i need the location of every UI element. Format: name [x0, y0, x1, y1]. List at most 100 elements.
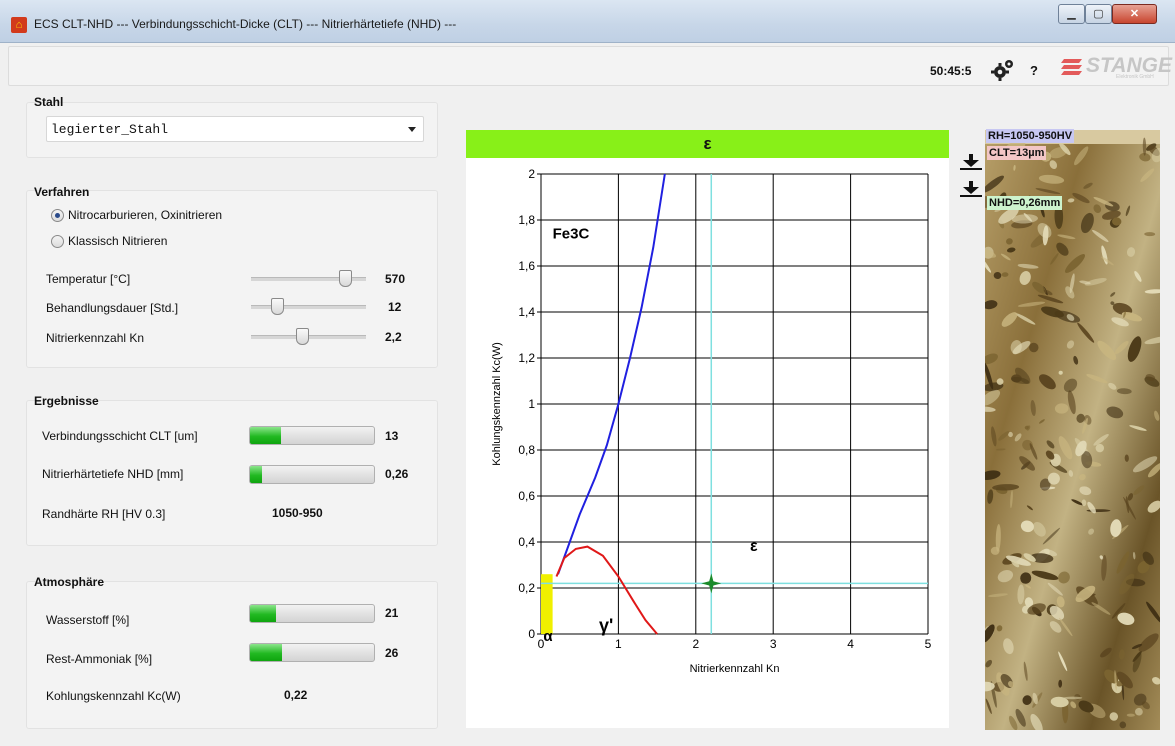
micrograph-grain: [1075, 440, 1087, 457]
slider-thumb[interactable]: [271, 298, 285, 315]
micrograph-grain: [985, 382, 1004, 392]
micrograph-grain: [1072, 192, 1090, 204]
micrograph-grain: [1038, 374, 1056, 390]
micrograph-grain: [985, 175, 1004, 193]
micrograph-grain: [1013, 164, 1016, 171]
region-label-gamma-prime: γ': [599, 616, 613, 636]
micrograph-grain: [995, 448, 1006, 451]
nitrierkennzahl-slider[interactable]: [251, 326, 366, 346]
micrograph-grain: [1050, 253, 1059, 265]
micrograph-grain: [1101, 256, 1114, 266]
radio-nitrocarburieren[interactable]: [51, 209, 64, 222]
micrograph-grain: [1140, 168, 1155, 182]
micrograph-grain: [996, 672, 1010, 696]
nitrierkennzahl-label: Nitrierkennzahl Kn: [46, 331, 145, 345]
slider-thumb[interactable]: [338, 270, 352, 287]
progress-fill: [250, 605, 277, 622]
micrograph-grain: [1043, 549, 1058, 557]
micrograph-grain: [1049, 605, 1065, 620]
x-tick-label: 3: [770, 637, 777, 651]
wasserstoff-value: 21: [385, 606, 399, 620]
y-axis-label: Kohlungskennzahl Kc(W): [491, 342, 503, 466]
micrograph-grain: [1058, 436, 1073, 460]
x-tick-label: 0: [538, 637, 545, 651]
micrograph-grain: [1082, 417, 1088, 434]
y-tick-label: 0,8: [518, 443, 535, 457]
micrograph-grain: [1011, 559, 1020, 568]
ammoniak-progress: [249, 643, 375, 662]
micrograph-grain: [1116, 388, 1132, 395]
minimize-button[interactable]: ▁: [1058, 4, 1085, 24]
kc-label: Kohlungskennzahl Kc(W): [46, 689, 181, 703]
progress-fill: [250, 644, 283, 661]
kc-value: 0,22: [284, 688, 308, 702]
micrograph-grain: [1058, 679, 1063, 688]
micrograph-grain: [1127, 493, 1134, 501]
y-tick-label: 1,2: [518, 351, 535, 365]
radio-klassisch-nitrieren[interactable]: [51, 235, 64, 248]
stahl-select[interactable]: legierter_Stahl: [46, 116, 424, 142]
micrograph-grain: [1047, 582, 1063, 596]
micrograph-grain: [1047, 472, 1060, 485]
arrow-down-icon: [960, 154, 982, 170]
maximize-button[interactable]: ▢: [1085, 4, 1112, 24]
micrograph-grain: [1011, 376, 1030, 385]
micrograph-grain: [1065, 286, 1075, 299]
micrograph-grain: [1088, 528, 1095, 535]
micrograph-grain: [987, 489, 994, 504]
micrograph-grain: [1131, 644, 1143, 649]
micrograph-grain: [1058, 571, 1070, 584]
micrograph-grain: [1079, 474, 1086, 481]
help-button[interactable]: ?: [1030, 63, 1038, 78]
micrograph-grain: [1108, 382, 1117, 390]
x-axis-label: Nitrierkennzahl Kn: [690, 663, 780, 675]
micrograph-grain: [1144, 232, 1156, 237]
micrograph-grain: [1056, 596, 1065, 608]
ergebnisse-title: Ergebnisse: [34, 394, 99, 408]
slider-thumb[interactable]: [295, 328, 309, 345]
temperatur-value: 570: [385, 272, 406, 286]
micrograph-grain: [1029, 443, 1038, 460]
micrograph-grain: [1078, 700, 1094, 713]
verfahren-group: [26, 190, 438, 368]
micrograph-grain: [1125, 205, 1131, 217]
micrograph-grain: [985, 681, 995, 692]
micrograph-grain: [1037, 294, 1064, 304]
micrograph-grain: [996, 378, 1004, 385]
micrograph-grain: [1015, 313, 1036, 325]
micrograph-grain: [1132, 456, 1158, 473]
settings-gear-icon[interactable]: [990, 57, 1016, 83]
arrow-down-icon: [960, 181, 982, 197]
micrograph-grain: [1119, 721, 1127, 729]
close-button[interactable]: ✕: [1112, 4, 1157, 24]
micrograph-grain: [1080, 212, 1094, 234]
temperatur-label: Temperatur [°C]: [46, 272, 131, 286]
micrograph-grain: [1017, 584, 1025, 605]
temperatur-slider[interactable]: [251, 268, 366, 288]
slider-track: [251, 277, 366, 281]
micrograph-grain: [1017, 263, 1039, 269]
micrograph-grain: [1111, 317, 1129, 327]
micrograph-grain: [1050, 696, 1069, 708]
micrograph-grain: [1110, 519, 1122, 537]
micrograph-grain: [1132, 551, 1136, 560]
clt-progress: [249, 426, 375, 445]
micrograph-grain: [1058, 370, 1063, 375]
region-label-epsilon: ε: [750, 538, 758, 555]
radio-nitrocarburieren-label: Nitrocarburieren, Oxinitrieren: [68, 208, 223, 222]
behandlungsdauer-slider[interactable]: [251, 296, 366, 316]
lehrer-diagram: 0 1 2 3 4 5 0 0,2 0,4 0,6 0,8 1 1,2 1,4 1,6 1,8 2 Nitrier…: [466, 142, 949, 728]
behandlungsdauer-value: 12: [388, 300, 402, 314]
micrograph-grain: [1042, 225, 1049, 246]
micrograph-grain: [1068, 470, 1074, 477]
micrograph-grain: [1001, 312, 1018, 327]
micrograph-grain: [1011, 214, 1038, 224]
micrograph-grain: [1020, 572, 1032, 584]
micrograph-grain: [1007, 681, 1015, 688]
micrograph-grain: [1032, 281, 1047, 294]
y-tick-label: 1,6: [518, 259, 535, 273]
micrograph-grain: [1020, 520, 1034, 533]
micrograph-grain: [1147, 500, 1160, 513]
micrograph-grain: [1032, 521, 1046, 537]
